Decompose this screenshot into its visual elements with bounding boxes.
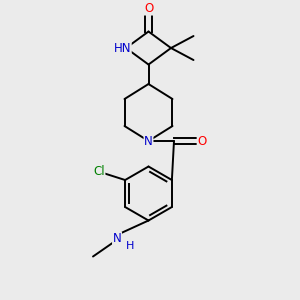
Text: Cl: Cl — [93, 164, 105, 178]
Text: HN: HN — [114, 41, 131, 55]
Text: N: N — [144, 134, 153, 148]
Text: O: O — [197, 134, 206, 148]
Text: H: H — [126, 241, 135, 251]
Text: N: N — [112, 232, 122, 245]
Text: O: O — [144, 2, 153, 15]
